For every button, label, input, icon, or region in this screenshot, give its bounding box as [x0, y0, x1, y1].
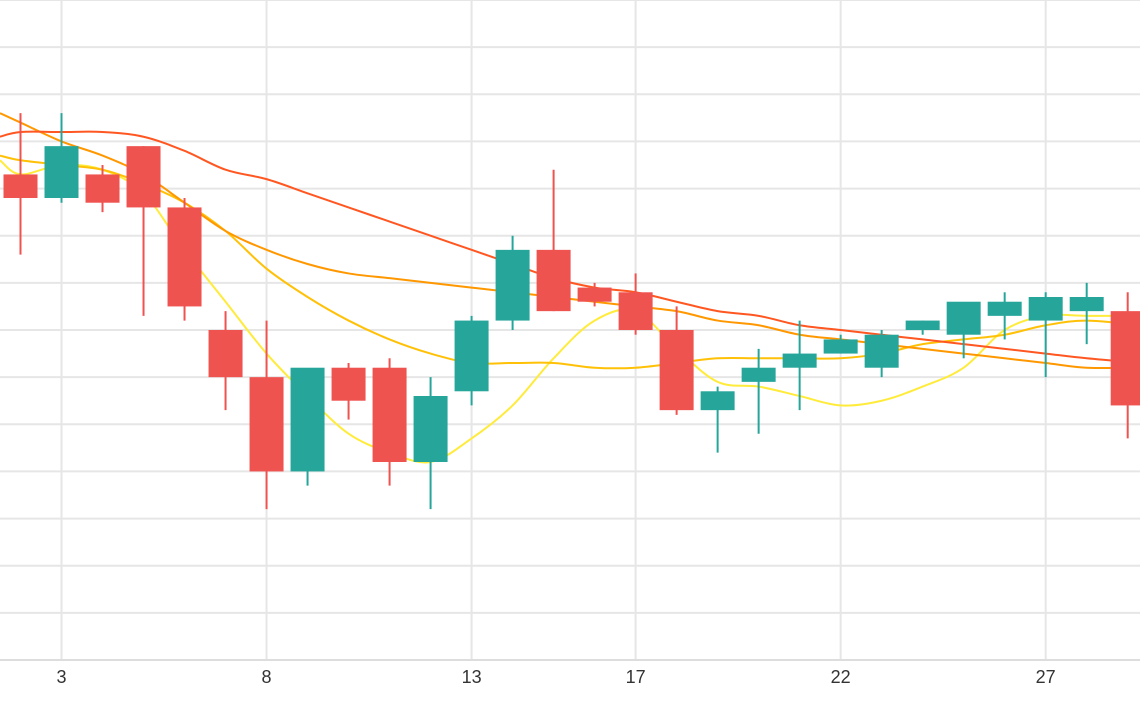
candle	[331, 363, 366, 420]
candle	[1028, 292, 1063, 378]
candle-body-down	[1110, 311, 1140, 406]
candle	[1110, 292, 1140, 439]
candle	[659, 306, 694, 415]
candle	[413, 377, 448, 510]
candle-body-down	[126, 146, 161, 208]
x-tick-label: 17	[626, 667, 646, 687]
candle	[864, 330, 899, 378]
candle	[700, 386, 735, 453]
candle-body-up	[413, 396, 448, 462]
candle	[3, 113, 38, 255]
candle	[208, 311, 243, 411]
candle-body-up	[454, 320, 489, 392]
candle	[618, 273, 653, 335]
x-tick-label: 13	[462, 667, 482, 687]
candle	[167, 198, 202, 321]
candle	[905, 320, 940, 335]
candle-body-down	[249, 377, 284, 472]
candle-body-down	[208, 330, 243, 378]
candle	[44, 113, 79, 203]
candle-body-up	[864, 334, 899, 368]
candle-body-up	[782, 353, 817, 368]
candle	[454, 315, 489, 406]
candle	[782, 320, 817, 411]
candle-body-up	[741, 367, 776, 382]
candle-body-up	[1028, 297, 1063, 321]
candle-body-down	[536, 249, 571, 312]
candle-body-down	[167, 207, 202, 307]
candle-body-down	[85, 174, 120, 203]
x-axis-ticks: 3 8 13 17 22 27	[57, 667, 1056, 687]
candle-body-up	[823, 339, 858, 354]
candle-body-up	[44, 146, 79, 198]
candle-body-up	[946, 301, 981, 335]
candle-body-down	[3, 174, 38, 198]
candle	[290, 367, 325, 486]
candle	[536, 169, 571, 312]
candle	[577, 282, 612, 307]
candle	[823, 334, 858, 354]
candle	[495, 235, 530, 330]
x-tick-label: 8	[262, 667, 272, 687]
candle-body-up	[987, 301, 1022, 316]
candle	[372, 358, 407, 486]
candle-body-up	[700, 391, 735, 411]
candle	[249, 320, 284, 510]
candle	[946, 301, 981, 359]
x-tick-label: 27	[1036, 667, 1056, 687]
candle-body-down	[659, 330, 694, 411]
candle	[85, 165, 120, 213]
x-tick-label: 22	[831, 667, 851, 687]
candle-body-down	[331, 367, 366, 401]
candle	[987, 292, 1022, 340]
candle-body-down	[618, 292, 653, 330]
candles	[3, 113, 1140, 510]
candle	[126, 146, 161, 316]
candle-body-down	[372, 367, 407, 462]
candle	[741, 348, 776, 434]
candle-body-up	[495, 249, 530, 321]
candle-body-up	[1069, 297, 1104, 312]
moving-average-line-2	[0, 154, 1140, 370]
candle-body-down	[577, 287, 612, 302]
x-tick-label: 3	[57, 667, 67, 687]
candle-body-up	[290, 367, 325, 472]
candle	[1069, 282, 1104, 345]
candle-body-up	[905, 320, 940, 330]
